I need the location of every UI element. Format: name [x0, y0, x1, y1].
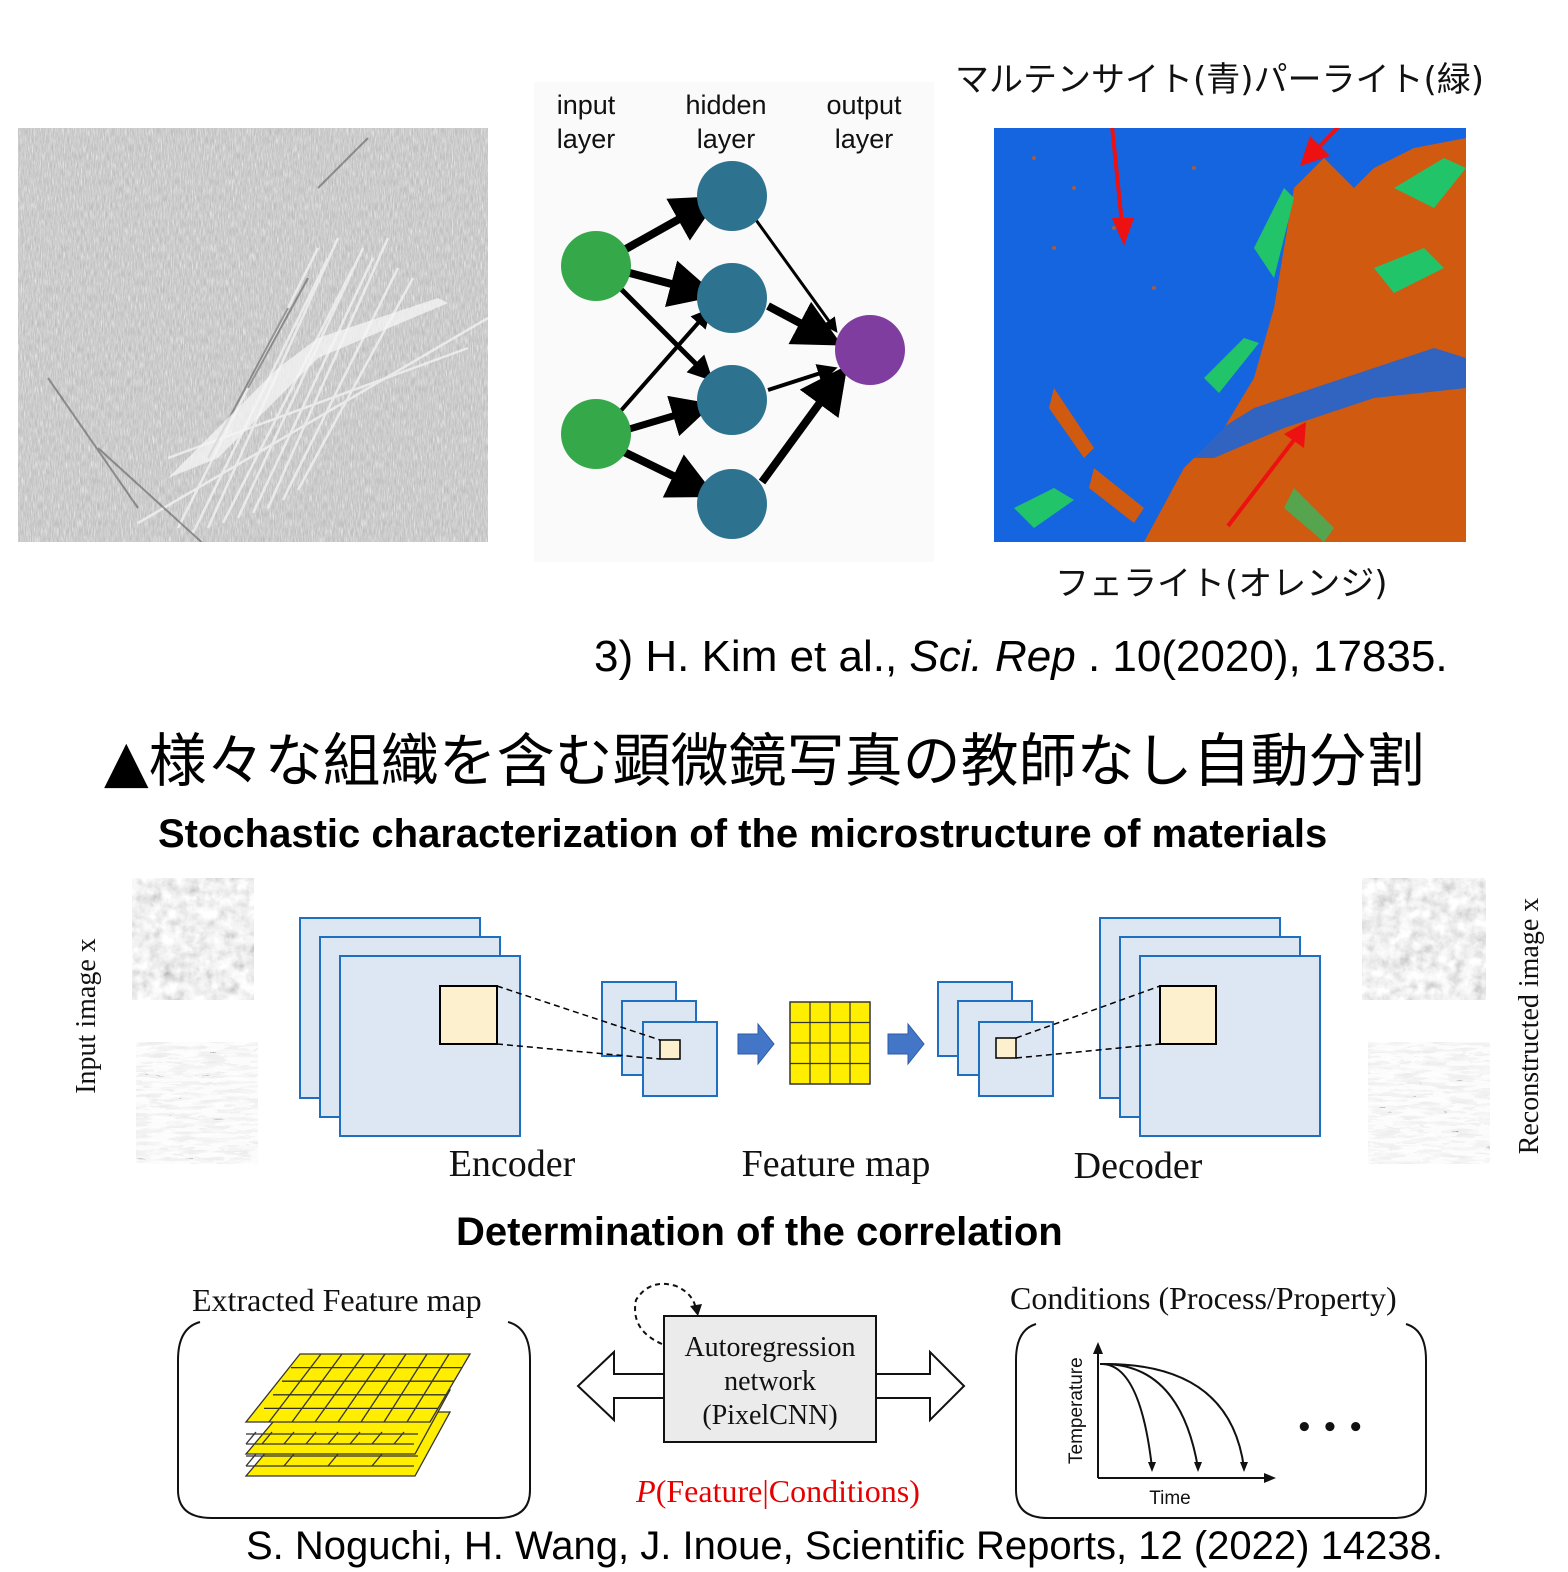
time-axis-label: Time	[1149, 1488, 1191, 1509]
section-title-correlation: Determination of the correlation	[456, 1210, 1063, 1254]
input-image-side-label: Input image x	[71, 938, 102, 1094]
input-layer-label-2: layer	[557, 124, 616, 154]
probability-label: P(Feature|Conditions)	[635, 1473, 920, 1509]
feature-map-label: Feature map	[742, 1143, 931, 1185]
decoder-small-cell	[995, 1037, 1017, 1059]
input-node	[561, 399, 631, 469]
hidden-layer-label-2: layer	[697, 124, 756, 154]
input-thumbnail-2	[136, 1042, 258, 1164]
probability-rest: (Feature|Conditions)	[656, 1473, 920, 1509]
output-node	[835, 315, 905, 385]
ferrite-label: フェライト(オレンジ)	[1055, 564, 1388, 604]
ferrite-arrowhead	[1284, 422, 1306, 448]
martensite-arrow	[1110, 128, 1124, 225]
encoder-label: Encoder	[449, 1143, 576, 1185]
left-double-arrow	[576, 1349, 664, 1423]
input-node	[561, 231, 631, 301]
feature-map-grid	[789, 1001, 871, 1085]
temperature-axis-label: Temperature	[1066, 1357, 1087, 1464]
hidden-node	[697, 263, 767, 333]
autoregression-line-3: (PixelCNN)	[702, 1400, 837, 1431]
encoder-to-feature-arrow	[737, 1022, 775, 1066]
encoder-receptive-field	[439, 985, 498, 1045]
pearlite-arrow	[1318, 128, 1341, 148]
right-double-arrow	[876, 1349, 966, 1423]
output-layer-label: output	[826, 90, 902, 120]
input-thumbnail-1	[132, 878, 254, 1000]
segmentation-map	[994, 128, 1466, 542]
hidden-node	[697, 161, 767, 231]
output-layer-label-2: layer	[835, 124, 894, 154]
conditions-label: Conditions (Process/Property)	[1010, 1280, 1397, 1316]
citation-kim-journal: Sci. Rep	[909, 632, 1076, 681]
jp-caption-title: ▲様々な組織を含む顕微鏡写真の教師なし自動分割	[104, 727, 1425, 795]
cooling-curve-3	[1099, 1362, 1245, 1469]
cooling-curve-chart: Temperature Time	[1066, 1342, 1276, 1509]
citation-kim: 3) H. Kim et al., Sci. Rep . 10(2020), 1…	[594, 632, 1448, 682]
extracted-feature-stack	[244, 1353, 472, 1477]
autoencoder-diagram: Encoder Feature map Decoder	[132, 878, 1490, 1187]
ferrite-arrow	[1226, 438, 1296, 528]
martensite-arrowhead	[1112, 218, 1134, 246]
reconstructed-image-side-label: Reconstructed image x	[1514, 897, 1545, 1155]
more-conditions-ellipsis: • • •	[1296, 1413, 1364, 1443]
nn-edge	[624, 260, 718, 308]
hidden-node	[697, 365, 767, 435]
citation-kim-suffix: . 10(2020), 17835.	[1075, 632, 1448, 681]
nn-edge	[616, 307, 712, 416]
autoregression-network-box	[663, 1315, 877, 1443]
reconstructed-thumbnail-1	[1362, 878, 1486, 1000]
correlation-diagram: Autoregression network (PixelCNN) P(Feat…	[177, 1282, 1427, 1519]
martensite-pearlite-label: マルテンサイト(青)パーライト(緑)	[955, 60, 1485, 100]
autoregression-line-1: Autoregression	[684, 1332, 855, 1363]
cooling-curve-1	[1099, 1362, 1153, 1469]
feature-to-decoder-arrow	[887, 1022, 925, 1066]
decoder-layer	[1139, 955, 1321, 1137]
nn-edge	[618, 286, 714, 382]
conditions-bracket	[1015, 1323, 1427, 1519]
hidden-layer-label: hidden	[685, 90, 766, 120]
reconstructed-thumbnail-2	[1368, 1042, 1490, 1164]
citation-noguchi: S. Noguchi, H. Wang, J. Inoue, Scientifi…	[246, 1524, 1443, 1568]
nn-edge	[766, 301, 843, 346]
decoder-receptive-field	[1159, 985, 1217, 1045]
encoder-small-cell	[659, 1039, 681, 1060]
neural-network-diagram: input layer hidden layer output layer	[534, 82, 934, 562]
self-loop-arrow	[634, 1282, 697, 1345]
autoregression-line-2: network	[724, 1366, 816, 1397]
probability-p: P	[635, 1473, 656, 1509]
decoder-small-layer	[978, 1021, 1054, 1097]
section-title-stochastic: Stochastic characterization of the micro…	[158, 812, 1328, 856]
sem-micrograph	[18, 128, 488, 542]
encoder-layer	[339, 955, 521, 1137]
nn-edge	[758, 365, 848, 485]
nn-edge	[622, 448, 717, 498]
decoder-label: Decoder	[1074, 1145, 1203, 1187]
nn-edge	[625, 395, 714, 437]
extracted-feature-map-label: Extracted Feature map	[192, 1282, 482, 1318]
hidden-node	[697, 469, 767, 539]
pearlite-arrowhead	[1300, 136, 1330, 166]
extracted-feature-bracket	[177, 1321, 531, 1519]
nn-edge	[622, 196, 720, 254]
input-layer-label: input	[557, 90, 616, 120]
citation-kim-prefix: 3) H. Kim et al.,	[594, 632, 910, 681]
